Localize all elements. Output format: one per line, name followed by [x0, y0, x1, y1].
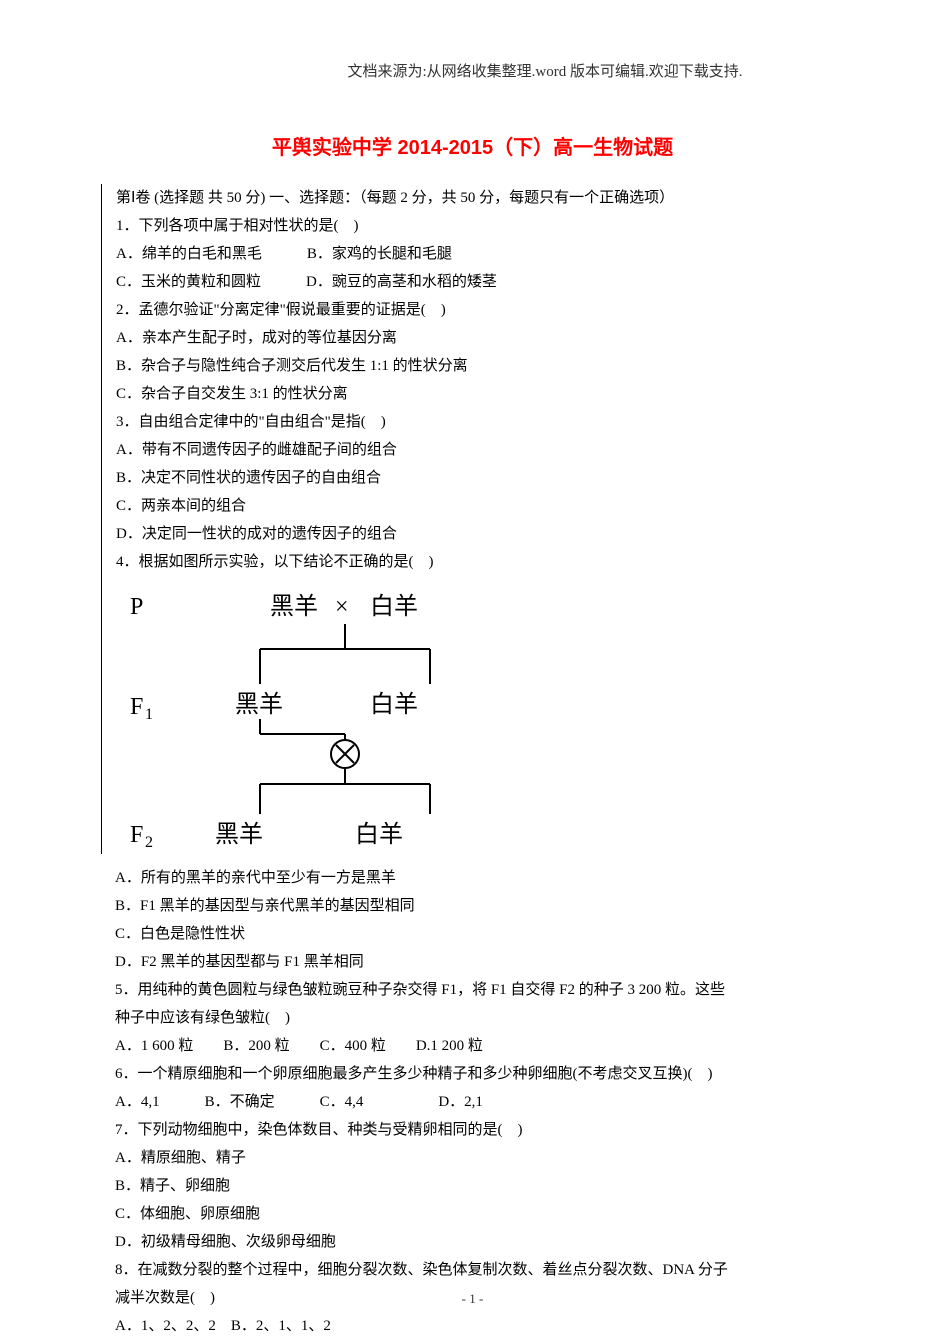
f1-black: 黑羊	[235, 691, 283, 718]
q1-opts-ab: A．绵羊的白毛和黑毛 B．家鸡的长腿和毛腿	[116, 240, 830, 268]
q6: 6．一个精原细胞和一个卵原细胞最多产生多少种精子和多少种卵细胞(不考虑交叉互换)…	[115, 1060, 830, 1088]
f2-black: 黑羊	[215, 821, 263, 848]
q7: 7．下列动物细胞中，染色体数目、种类与受精卵相同的是( )	[115, 1116, 830, 1144]
p-white: 白羊	[370, 593, 418, 620]
f1-white: 白羊	[370, 691, 418, 718]
f2-white: 白羊	[355, 821, 403, 848]
q4: 4．根据如图所示实验，以下结论不正确的是( )	[116, 548, 830, 576]
q4a: A．所有的黑羊的亲代中至少有一方是黑羊	[115, 864, 830, 892]
q4c: C．白色是隐性性状	[115, 920, 830, 948]
label-F2: F	[130, 822, 143, 848]
q3a: A．带有不同遗传因子的雌雄配子间的组合	[116, 436, 830, 464]
q3d: D．决定同一性状的成对的遗传因子的组合	[116, 520, 830, 548]
q7c: C．体细胞、卵原细胞	[115, 1200, 830, 1228]
genetics-cross-diagram: P 黑羊 × 白羊 F 1 黑羊 白羊	[116, 584, 830, 854]
p-black: 黑羊	[270, 593, 318, 620]
q4d: D．F2 黑羊的基因型都与 F1 黑羊相同	[115, 948, 830, 976]
label-P: P	[130, 594, 143, 620]
header-note: 文档来源为:从网络收集整理.word 版本可编辑.欢迎下载支持.	[260, 60, 830, 81]
q2b: B．杂合子与隐性纯合子测交后代发生 1:1 的性状分离	[116, 352, 830, 380]
q5b: 种子中应该有绿色皱粒( )	[115, 1004, 830, 1032]
cross-symbol: ×	[335, 594, 349, 620]
q8opts: A．1、2、2、2 B．2、1、1、2	[115, 1312, 830, 1340]
q2a: A．亲本产生配子时，成对的等位基因分离	[116, 324, 830, 352]
q7b: B．精子、卵细胞	[115, 1172, 830, 1200]
main-content: 第Ⅰ卷 (选择题 共 50 分) 一、选择题：（每题 2 分，共 50 分，每题…	[101, 184, 830, 854]
page-number: - 1 -	[0, 1291, 945, 1307]
q6opts: A．4,1 B．不确定 C．4,4 D．2,1	[115, 1088, 830, 1116]
content-after-diagram: A．所有的黑羊的亲代中至少有一方是黑羊 B．F1 黑羊的基因型与亲代黑羊的基因型…	[115, 864, 830, 1340]
q8: 8．在减数分裂的整个过程中，细胞分裂次数、染色体复制次数、着丝点分裂次数、DNA…	[115, 1256, 830, 1284]
document-title: 平舆实验中学 2014-2015（下）高一生物试题	[115, 131, 830, 160]
label-F2-sub: 2	[145, 834, 153, 851]
q4b: B．F1 黑羊的基因型与亲代黑羊的基因型相同	[115, 892, 830, 920]
q7a: A．精原细胞、精子	[115, 1144, 830, 1172]
label-F1-sub: 1	[145, 706, 153, 723]
q3: 3．自由组合定律中的"自由组合"是指( )	[116, 408, 830, 436]
q1: 1．下列各项中属于相对性状的是( )	[116, 212, 830, 240]
q3c: C．两亲本间的组合	[116, 492, 830, 520]
q2: 2．孟德尔验证"分离定律"假说最重要的证据是( )	[116, 296, 830, 324]
q5: 5．用纯种的黄色圆粒与绿色皱粒豌豆种子杂交得 F1，将 F1 自交得 F2 的种…	[115, 976, 830, 1004]
cross-diagram-svg: P 黑羊 × 白羊 F 1 黑羊 白羊	[130, 584, 550, 854]
q7d: D．初级精母细胞、次级卵母细胞	[115, 1228, 830, 1256]
q3b: B．决定不同性状的遗传因子的自由组合	[116, 464, 830, 492]
q2c: C．杂合子自交发生 3:1 的性状分离	[116, 380, 830, 408]
q5opts: A．1 600 粒 B．200 粒 C．400 粒 D.1 200 粒	[115, 1032, 830, 1060]
label-F1: F	[130, 694, 143, 720]
section-header: 第Ⅰ卷 (选择题 共 50 分) 一、选择题：（每题 2 分，共 50 分，每题…	[116, 184, 830, 212]
q1-opts-cd: C．玉米的黄粒和圆粒 D．豌豆的高茎和水稻的矮茎	[116, 268, 830, 296]
